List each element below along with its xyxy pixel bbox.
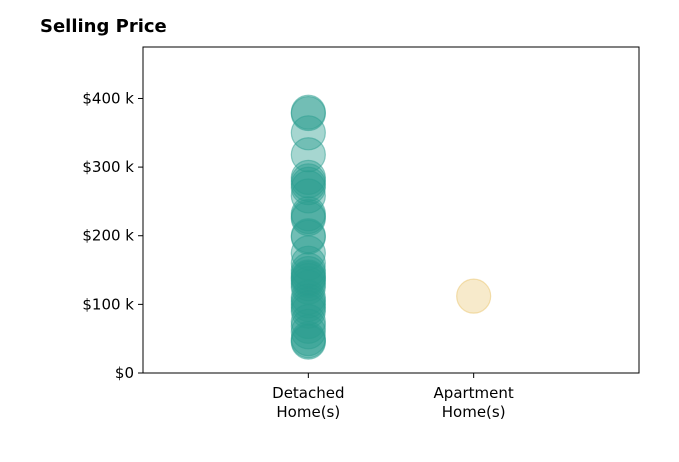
y-tick-label: $100 k [82, 295, 134, 313]
x-tick-label: Detached Home(s) [272, 384, 344, 421]
data-point [290, 308, 326, 344]
y-tick-label: $300 k [82, 158, 134, 176]
x-tick-label: Apartment Home(s) [434, 384, 514, 421]
data-point [456, 278, 492, 314]
data-point [290, 115, 326, 151]
data-point [290, 293, 326, 329]
y-tick-label: $400 k [82, 89, 134, 107]
data-point [290, 324, 326, 360]
data-point [290, 219, 326, 255]
y-axis: $0 $100 k $200 k $300 k $400 k [82, 89, 143, 382]
chart-title: Selling Price [40, 16, 167, 37]
y-tick-label: $200 k [82, 227, 134, 245]
points-layer [290, 94, 492, 360]
data-point [290, 170, 326, 206]
x-axis: Detached Home(s) Apartment Home(s) [272, 373, 514, 421]
plot-frame [142, 46, 640, 374]
y-tick-label: $0 [115, 364, 134, 382]
data-point [290, 95, 326, 132]
